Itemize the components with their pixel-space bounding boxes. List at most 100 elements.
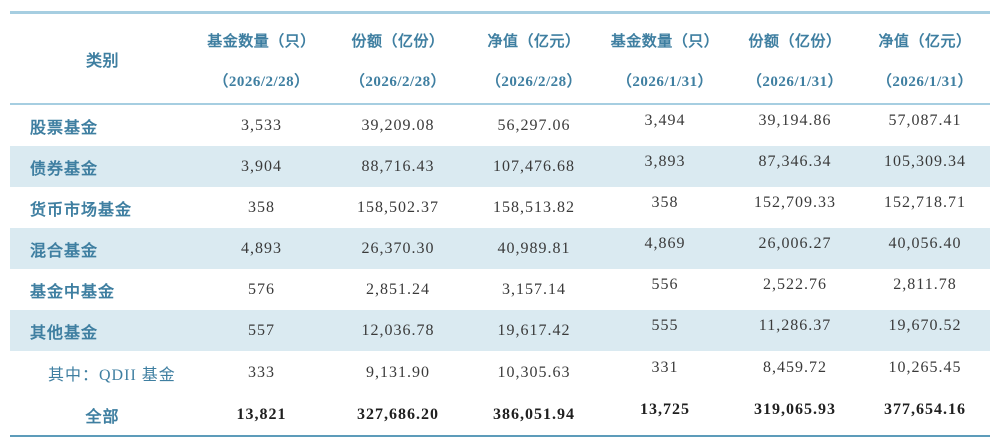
value-cell: 158,502.37 [328,187,468,228]
column-header: 份额（亿份） （2026/2/28） [328,13,468,105]
value-cell: 10,305.63 [468,351,600,394]
value-text: 152,709.33 [754,193,836,211]
table-row: 其他基金 557 12,036.78 19,617.42 555 11,286.37 19,… [10,310,990,351]
value-text: 576 [248,280,275,298]
value-cell: 358 [600,187,730,228]
column-header-label: 净值（亿元） [487,34,581,50]
value-cell: 12,036.78 [328,310,468,351]
column-header-date: （2026/1/31） [616,74,714,90]
value-text: 10,265.45 [888,358,962,376]
value-text: 105,309.34 [884,152,966,170]
value-text: 319,065.93 [754,400,836,418]
category-column-header: 类别 [85,52,119,70]
value-text: 40,989.81 [497,239,571,257]
category-cell: 货币市场基金 [30,201,133,219]
value-text: 39,209.08 [361,116,435,134]
value-text: 4,893 [241,239,282,257]
category-cell: 基金中基金 [30,283,116,301]
value-cell: 3,533 [195,104,328,146]
column-header-date: （2026/1/31） [746,74,844,90]
fund-statistics-table: 类别 基金数量（只） （2026/2/28） 份额（亿份） （2026/2/28） 净值… [10,11,990,437]
value-text: 555 [651,316,679,334]
value-text: 56,297.06 [497,116,571,134]
value-text: 333 [248,363,275,381]
value-cell: 2,851.24 [328,269,468,310]
column-header: 净值（亿元） （2026/2/28） [468,13,600,105]
value-cell: 331 [600,351,730,394]
value-text: 386,051.94 [493,405,575,423]
value-text: 3,904 [241,157,282,175]
category-cell: 其他基金 [30,324,99,342]
value-text: 39,194.86 [758,111,832,129]
value-text: 358 [651,193,679,211]
value-cell: 386,051.94 [468,394,600,436]
value-cell: 377,654.16 [860,394,990,436]
value-text: 87,346.34 [758,152,832,170]
value-cell: 2,811.78 [860,269,990,310]
value-text: 12,036.78 [361,321,435,339]
value-cell: 19,617.42 [468,310,600,351]
value-text: 158,502.37 [357,198,439,216]
value-cell: 40,989.81 [468,228,600,269]
value-cell: 327,686.20 [328,394,468,436]
value-text: 4,869 [644,234,686,252]
value-cell: 4,893 [195,228,328,269]
column-header-date: （2026/2/28） [485,74,583,90]
column-header-label: 基金数量（只） [207,34,316,50]
value-text: 3,533 [241,116,282,134]
value-text: 88,716.43 [361,157,435,175]
value-cell: 39,209.08 [328,104,468,146]
value-text: 26,370.30 [361,239,435,257]
value-cell: 556 [600,269,730,310]
value-text: 26,006.27 [758,234,832,252]
value-cell: 107,476.68 [468,146,600,187]
column-header-label: 份额（亿份） [351,34,445,50]
table-row: 其中：QDII 基金 333 9,131.90 10,305.63 331 8,459.7… [10,351,990,394]
value-cell: 9,131.90 [328,351,468,394]
table-row: 股票基金 3,533 39,209.08 56,297.06 3,494 39,194.8… [10,104,990,146]
value-cell: 3,494 [600,104,730,146]
value-cell: 87,346.34 [730,146,860,187]
value-cell: 8,459.72 [730,351,860,394]
value-text: 13,821 [236,405,287,423]
column-header-label: 份额（亿份） [748,34,842,50]
value-cell: 358 [195,187,328,228]
table-row: 货币市场基金 358 158,502.37 158,513.82 358 152,709.… [10,187,990,228]
value-text: 13,725 [640,400,690,418]
value-text: 2,522.76 [763,275,827,293]
table-row: 债券基金 3,904 88,716.43 107,476.68 3,893 87,346.… [10,146,990,187]
value-cell: 88,716.43 [328,146,468,187]
value-text: 3,893 [644,152,686,170]
value-text: 557 [248,321,275,339]
category-cell: 混合基金 [30,242,99,260]
value-text: 2,851.24 [366,280,430,298]
value-text: 19,617.42 [497,321,571,339]
value-cell: 40,056.40 [860,228,990,269]
category-cell: 债券基金 [30,160,99,178]
column-header: 份额（亿份） （2026/1/31） [730,13,860,105]
column-header-date: （2026/2/28） [213,74,310,90]
column-header-date: （2026/2/28） [349,74,447,90]
value-cell: 13,821 [195,394,328,436]
value-text: 19,670.52 [888,316,962,334]
value-cell: 3,904 [195,146,328,187]
column-header-label: 净值（亿元） [878,34,972,50]
value-cell: 152,709.33 [730,187,860,228]
value-cell: 333 [195,351,328,394]
value-cell: 3,157.14 [468,269,600,310]
column-header-label: 基金数量（只） [610,34,720,50]
value-cell: 2,522.76 [730,269,860,310]
value-text: 10,305.63 [497,363,571,381]
value-cell: 152,718.71 [860,187,990,228]
value-cell: 13,725 [600,394,730,436]
value-text: 57,087.41 [888,111,962,129]
value-cell: 26,006.27 [730,228,860,269]
table-header: 类别 基金数量（只） （2026/2/28） 份额（亿份） （2026/2/28） 净值… [10,13,990,105]
column-header: 基金数量（只） （2026/2/28） [195,13,328,105]
value-cell: 557 [195,310,328,351]
value-text: 2,811.78 [893,275,957,293]
table-row: 混合基金 4,893 26,370.30 40,989.81 4,869 26,006.2… [10,228,990,269]
column-header: 净值（亿元） （2026/1/31） [860,13,990,105]
value-cell: 19,670.52 [860,310,990,351]
